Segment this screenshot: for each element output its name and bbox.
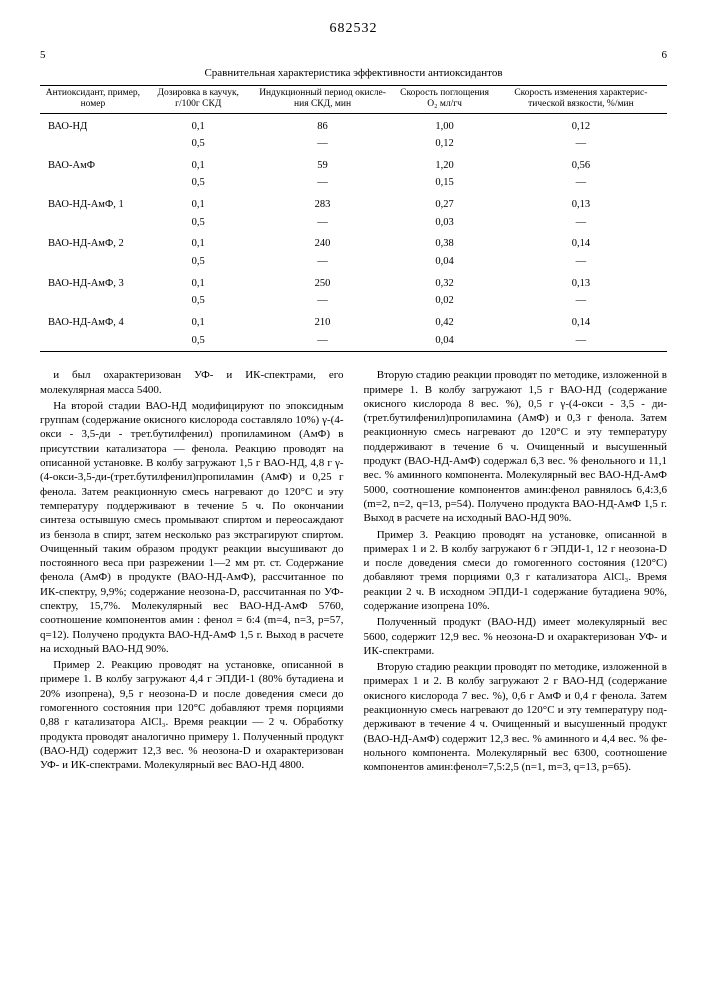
table-cell: — [495,135,667,153]
table-cell: 0,02 [394,292,494,310]
table-cell: 86 [251,113,395,135]
paragraph: Полученный продукт (ВАО-НД) имеет молеку… [364,615,668,658]
table-cell: 59 [251,153,395,175]
table-cell: — [495,332,667,352]
table-cell: ВАО-НД-АмФ, 2 [40,231,146,253]
table-cell: ВАО-НД [40,113,146,135]
table-cell: 283 [251,192,395,214]
table-header-row: Антиоксидант, пример, номер Дозировка в … [40,85,667,113]
table-cell: 0,1 [146,271,251,293]
table-row: 0,5—0,15— [40,174,667,192]
table-cell: 250 [251,271,395,293]
table-cell: — [251,332,395,352]
page-columns: 5 6 [40,48,667,62]
col-2: Индукционный период окисле­ния СКД, мин [251,85,395,113]
table-row: 0,5—0,02— [40,292,667,310]
table-cell: — [495,292,667,310]
table-cell: 0,5 [146,174,251,192]
table-row: ВАО-НД-АмФ, 40,12100,420,14 [40,310,667,332]
col-4: Скорость измене­ния характерис­тической … [495,85,667,113]
table-cell [40,253,146,271]
table-cell: — [251,253,395,271]
table-cell: 1,00 [394,113,494,135]
table-cell: 0,13 [495,192,667,214]
antioxidant-table: Антиоксидант, пример, номер Дозировка в … [40,85,667,352]
table-cell: 0,5 [146,332,251,352]
table-cell: 0,5 [146,292,251,310]
table-cell: 0,04 [394,332,494,352]
table-row: 0,5—0,12— [40,135,667,153]
table-row: ВАО-АмФ0,1591,200,56 [40,153,667,175]
table-cell: ВАО-АмФ [40,153,146,175]
table-cell: 0,5 [146,135,251,153]
table-cell: ВАО-НД-АмФ, 1 [40,192,146,214]
table-cell: 0,1 [146,192,251,214]
table-cell: 0,32 [394,271,494,293]
table-title: Сравнительная характеристика эффективнос… [40,66,667,80]
table-cell: — [495,214,667,232]
table-row: 0,5—0,03— [40,214,667,232]
table-cell: 0,1 [146,310,251,332]
table-cell: 0,04 [394,253,494,271]
table-cell: — [251,135,395,153]
table-cell: ВАО-НД-АмФ, 3 [40,271,146,293]
table-cell: 0,27 [394,192,494,214]
table-row: ВАО-НД-АмФ, 20,12400,380,14 [40,231,667,253]
table-row: ВАО-НД-АмФ, 10,12830,270,13 [40,192,667,214]
table-cell [40,174,146,192]
paragraph: На второй стадии ВАО-НД модифициру­ют по… [40,399,344,656]
table-row: 0,5—0,04— [40,253,667,271]
table-cell: 0,14 [495,231,667,253]
paragraph: Вторую стадию реакции проводят по ме­тод… [364,660,668,774]
table-cell: 0,42 [394,310,494,332]
patent-number: 682532 [40,20,667,38]
col-1: Дозировка в каучук, г/100г СКД [146,85,251,113]
col-3: Скорость погло­щения O₂ мл/гч [394,85,494,113]
table-cell: 0,1 [146,231,251,253]
table-cell: 210 [251,310,395,332]
page-right: 6 [662,48,668,62]
col-0: Антиоксидант, пример, номер [40,85,146,113]
paragraph: Пример 3. Реакцию проводят на уста­новке… [364,528,668,614]
table-cell: 0,38 [394,231,494,253]
paragraph: и был охарактеризован УФ- и ИК-спектра­м… [40,368,344,397]
table-cell: 0,12 [394,135,494,153]
table-cell: 240 [251,231,395,253]
table-cell: 1,20 [394,153,494,175]
table-cell: — [495,253,667,271]
table-cell: — [251,174,395,192]
table-row: ВАО-НД0,1861,000,12 [40,113,667,135]
paragraph: Вторую стадию реакции проводят по ме­тод… [364,368,668,525]
table-cell: 0,13 [495,271,667,293]
table-cell: ВАО-НД-АмФ, 4 [40,310,146,332]
body-text: и был охарактеризован УФ- и ИК-спектра­м… [40,368,667,775]
table-cell: 0,15 [394,174,494,192]
table-cell: 0,14 [495,310,667,332]
table-cell [40,135,146,153]
table-cell: — [251,214,395,232]
table-cell [40,292,146,310]
table-cell: 0,12 [495,113,667,135]
table-cell: 0,5 [146,214,251,232]
table-cell: 0,5 [146,253,251,271]
table-cell: — [495,174,667,192]
paragraph: Пример 2. Реакцию проводят на уста­новке… [40,658,344,772]
table-cell [40,214,146,232]
table-row: ВАО-НД-АмФ, 30,12500,320,13 [40,271,667,293]
table-row: 0,5—0,04— [40,332,667,352]
table-cell [40,332,146,352]
table-cell: 0,1 [146,113,251,135]
table-cell: 0,56 [495,153,667,175]
table-cell: 0,03 [394,214,494,232]
table-cell: 0,1 [146,153,251,175]
table-cell: — [251,292,395,310]
page-left: 5 [40,48,46,62]
